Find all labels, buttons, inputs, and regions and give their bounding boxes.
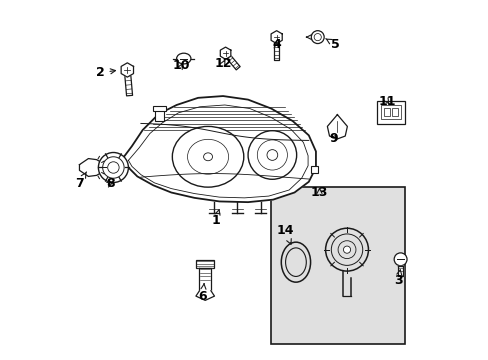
Polygon shape <box>121 63 133 77</box>
Text: 8: 8 <box>106 177 115 190</box>
Polygon shape <box>220 47 230 59</box>
Bar <box>376 101 405 123</box>
Text: 10: 10 <box>172 59 190 72</box>
Bar <box>155 109 163 121</box>
Bar <box>271 187 405 344</box>
Polygon shape <box>124 70 132 96</box>
Text: 6: 6 <box>198 284 206 303</box>
Polygon shape <box>397 266 403 276</box>
Bar <box>310 166 317 173</box>
Bar <box>196 260 214 267</box>
Polygon shape <box>196 291 214 300</box>
Bar <box>380 105 400 119</box>
Circle shape <box>337 241 355 258</box>
Polygon shape <box>223 51 240 70</box>
Ellipse shape <box>203 153 212 161</box>
Circle shape <box>331 234 362 265</box>
Bar <box>102 161 110 174</box>
Bar <box>153 106 165 111</box>
Text: 4: 4 <box>272 39 281 51</box>
Polygon shape <box>270 31 282 44</box>
Text: 5: 5 <box>325 38 339 51</box>
Circle shape <box>325 228 367 271</box>
Bar <box>383 108 389 116</box>
Text: 2: 2 <box>96 66 115 79</box>
Circle shape <box>393 253 406 266</box>
Circle shape <box>266 150 277 160</box>
Polygon shape <box>199 267 210 291</box>
Circle shape <box>343 246 350 253</box>
Text: 7: 7 <box>75 172 86 190</box>
Circle shape <box>98 153 128 183</box>
Text: 14: 14 <box>276 224 293 244</box>
Text: 12: 12 <box>214 57 231 71</box>
Circle shape <box>107 162 119 173</box>
Polygon shape <box>80 158 103 176</box>
Text: 1: 1 <box>211 210 220 226</box>
Ellipse shape <box>172 126 244 187</box>
Circle shape <box>102 157 124 178</box>
Circle shape <box>247 131 296 179</box>
Polygon shape <box>326 114 346 139</box>
Text: 11: 11 <box>378 95 395 108</box>
Polygon shape <box>273 37 279 60</box>
Text: 9: 9 <box>329 132 337 145</box>
Circle shape <box>311 31 324 44</box>
Polygon shape <box>121 96 315 202</box>
Ellipse shape <box>176 53 190 64</box>
Ellipse shape <box>281 242 310 282</box>
Text: 3: 3 <box>393 270 402 287</box>
Text: 13: 13 <box>310 186 327 199</box>
Bar <box>391 108 397 116</box>
